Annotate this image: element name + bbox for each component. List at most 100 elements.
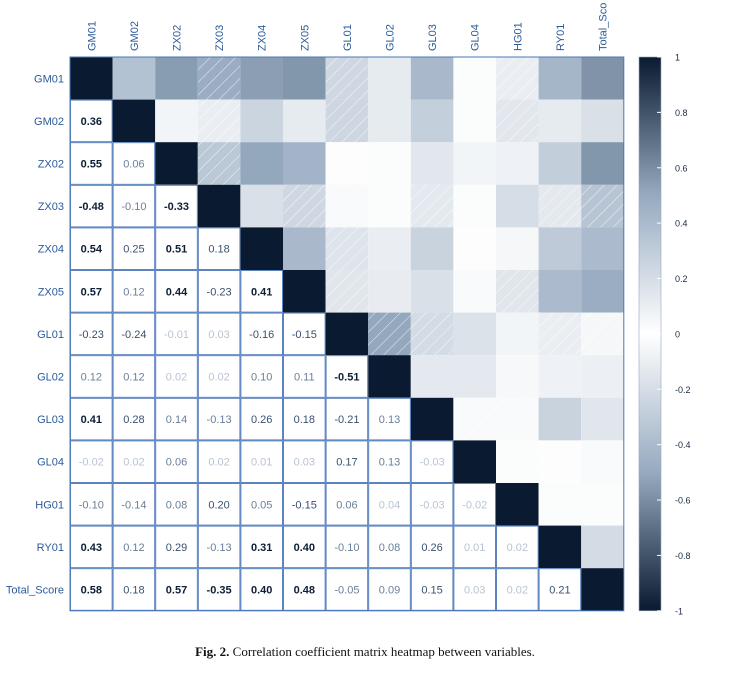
grid-cell-border xyxy=(283,525,326,569)
heatmap-cell-ZX03-GM02 xyxy=(112,184,156,228)
coefficient-label-GM02-GM01: 0.36 xyxy=(81,116,102,128)
row-label-GM02: GM02 xyxy=(34,116,64,128)
heatmap-cell-Total_Score-GL02 xyxy=(368,568,411,611)
coefficient-label-RY01-ZX05: 0.40 xyxy=(294,542,315,554)
coefficient-label-GL01-ZX02: -0.01 xyxy=(164,329,189,341)
heatmap-cells: 0.36 0.55 0.06 -0.48 -0.10 -0.33 0.54 0.25 0.51 0… xyxy=(70,57,624,611)
coefficient-label-GL03-ZX04: 0.26 xyxy=(251,414,272,426)
coefficient-label-HG01-GM01: -0.10 xyxy=(79,499,104,511)
heatmap-cell-hatch-GL04-HG01 xyxy=(496,440,539,483)
coefficient-label-HG01-GL01: 0.06 xyxy=(336,499,357,511)
heatmap-cell-GM02-GM01 xyxy=(70,99,113,143)
coefficient-label-GL01-ZX03: 0.03 xyxy=(208,329,229,341)
colorbar-tick-label: 0.6 xyxy=(675,163,688,173)
heatmap-cell-GL03-GL01 xyxy=(325,397,369,441)
coefficient-label-Total_Score-ZX03: -0.35 xyxy=(207,585,232,597)
coefficient-label-ZX04-ZX02: 0.51 xyxy=(166,244,187,256)
heatmap-cell-ZX02-Total_Score xyxy=(581,142,624,185)
grid-cell-border xyxy=(240,270,283,313)
heatmap-cell-hatch-GM01-GL04 xyxy=(453,57,496,100)
coefficient-label-GL04-ZX04: 0.01 xyxy=(251,457,272,469)
heatmap-cell-GL01-ZX04 xyxy=(240,312,283,356)
grid-cell-border xyxy=(240,312,283,356)
row-label-ZX03: ZX03 xyxy=(38,201,64,213)
heatmap-cell-ZX02-GL02 xyxy=(368,142,411,185)
heatmap-cell-GM02-GL04 xyxy=(453,99,496,143)
grid-cell-border xyxy=(410,483,454,526)
heatmap-cell-Total_Score-RY01 xyxy=(538,568,582,611)
grid-cell-border xyxy=(325,355,369,398)
grid-cell-border xyxy=(197,525,241,569)
heatmap-cell-ZX03-GL04 xyxy=(453,184,496,228)
coefficient-label-GL02-GL01: -0.51 xyxy=(334,372,359,384)
heatmap-cell-hatch-GM01-ZX03 xyxy=(197,57,241,100)
coefficient-label-GL04-GL02: 0.13 xyxy=(379,457,400,469)
heatmap-cell-GL04-RY01 xyxy=(538,440,582,483)
heatmap-cell-GL04-GM02 xyxy=(112,440,156,483)
grid-cell-border xyxy=(325,525,369,569)
grid-cell-border xyxy=(240,483,283,526)
heatmap-cell-Total_Score-GL01 xyxy=(325,568,369,611)
coefficient-label-RY01-ZX02: 0.29 xyxy=(166,542,187,554)
grid-cell-border xyxy=(155,227,198,270)
colorbar-tick-label: -0.2 xyxy=(675,385,691,395)
coefficient-label-HG01-GL04: -0.02 xyxy=(462,499,487,511)
heatmap-cell-ZX02-HG01 xyxy=(496,142,539,185)
heatmap-cell-hatch-GL01-Total_Score xyxy=(581,312,624,356)
heatmap-cell-ZX05-GM02 xyxy=(112,270,156,313)
coefficient-label-GL04-ZX03: 0.02 xyxy=(208,457,229,469)
column-labels: GM01 GM02 ZX02 ZX03 ZX04 ZX05 GL01 GL02 GL03 GL04… xyxy=(86,3,609,51)
heatmap-cell-ZX05-RY01 xyxy=(538,270,582,313)
heatmap-cell-ZX02-GL04 xyxy=(453,142,496,185)
grid-cell-border xyxy=(240,355,283,398)
heatmap-cell-GM01-GM02 xyxy=(112,57,156,100)
grid-cell-border xyxy=(240,397,283,441)
heatmap-cell-ZX05-GM01 xyxy=(70,270,113,313)
heatmap-cell-hatch-ZX03-GL03 xyxy=(410,184,454,228)
heatmap-cell-Total_Score-GL04 xyxy=(453,568,496,611)
column-label-HG01: HG01 xyxy=(512,22,524,51)
heatmap-cell-GM01-GM01 xyxy=(70,57,113,100)
heatmap-cell-GL04-ZX03 xyxy=(197,440,241,483)
grid-cell-border xyxy=(197,270,241,313)
heatmap-cell-GM02-RY01 xyxy=(538,99,582,143)
heatmap-cell-GL02-ZX03 xyxy=(197,355,241,398)
heatmap-cell-Total_Score-GL03 xyxy=(410,568,454,611)
coefficient-label-ZX02-GM01: 0.55 xyxy=(81,159,102,171)
heatmap-cell-GL03-GM01 xyxy=(70,397,113,441)
grid-cell-border xyxy=(368,440,411,483)
heatmap-cell-ZX03-HG01 xyxy=(496,184,539,228)
coefficient-label-ZX05-GM01: 0.57 xyxy=(81,286,102,298)
colorbar-tick-label: -0.6 xyxy=(675,496,691,506)
heatmap-cell-GM02-ZX04 xyxy=(240,99,283,143)
grid-cell-border xyxy=(155,483,198,526)
grid-cell-border xyxy=(197,440,241,483)
colorbar-tick-label: 0 xyxy=(675,329,680,339)
heatmap-cell-GM01-ZX04 xyxy=(240,57,283,100)
heatmap-cell-ZX04-HG01 xyxy=(496,227,539,270)
heatmap-cell-GM01-RY01 xyxy=(538,57,582,100)
heatmap-cell-HG01-GL04 xyxy=(453,483,496,526)
heatmap-cell-hatch-GL01-GL03 xyxy=(410,312,454,356)
heatmap-cell-hatch-ZX02-GL01 xyxy=(325,142,369,185)
grid-cell-border xyxy=(112,525,156,569)
coefficient-label-GL01-ZX05: -0.15 xyxy=(292,329,317,341)
grid-cell-border xyxy=(197,227,241,270)
colorbar-tick-label: 0.4 xyxy=(675,219,688,229)
heatmap-cell-GL01-ZX02 xyxy=(155,312,198,356)
heatmap-cell-RY01-HG01 xyxy=(496,525,539,569)
heatmap-cell-ZX03-ZX02 xyxy=(155,184,198,228)
heatmap-cell-hatch-GL03-GL04 xyxy=(453,397,496,441)
column-label-GM02: GM02 xyxy=(129,21,141,51)
heatmap-cell-GL02-RY01 xyxy=(538,355,582,398)
heatmap-cell-Total_Score-ZX03 xyxy=(197,568,241,611)
heatmap-cell-GL02-HG01 xyxy=(496,355,539,398)
column-label-GL02: GL02 xyxy=(385,24,397,51)
grid-cell-border xyxy=(240,440,283,483)
heatmap-cell-HG01-ZX03 xyxy=(197,483,241,526)
coefficient-label-GL01-GM01: -0.23 xyxy=(79,329,104,341)
heatmap-cell-RY01-ZX04 xyxy=(240,525,283,569)
coefficient-label-ZX04-GM01: 0.54 xyxy=(81,244,103,256)
column-label-GL03: GL03 xyxy=(427,24,439,51)
heatmap-cell-hatch-ZX05-HG01 xyxy=(496,270,539,313)
